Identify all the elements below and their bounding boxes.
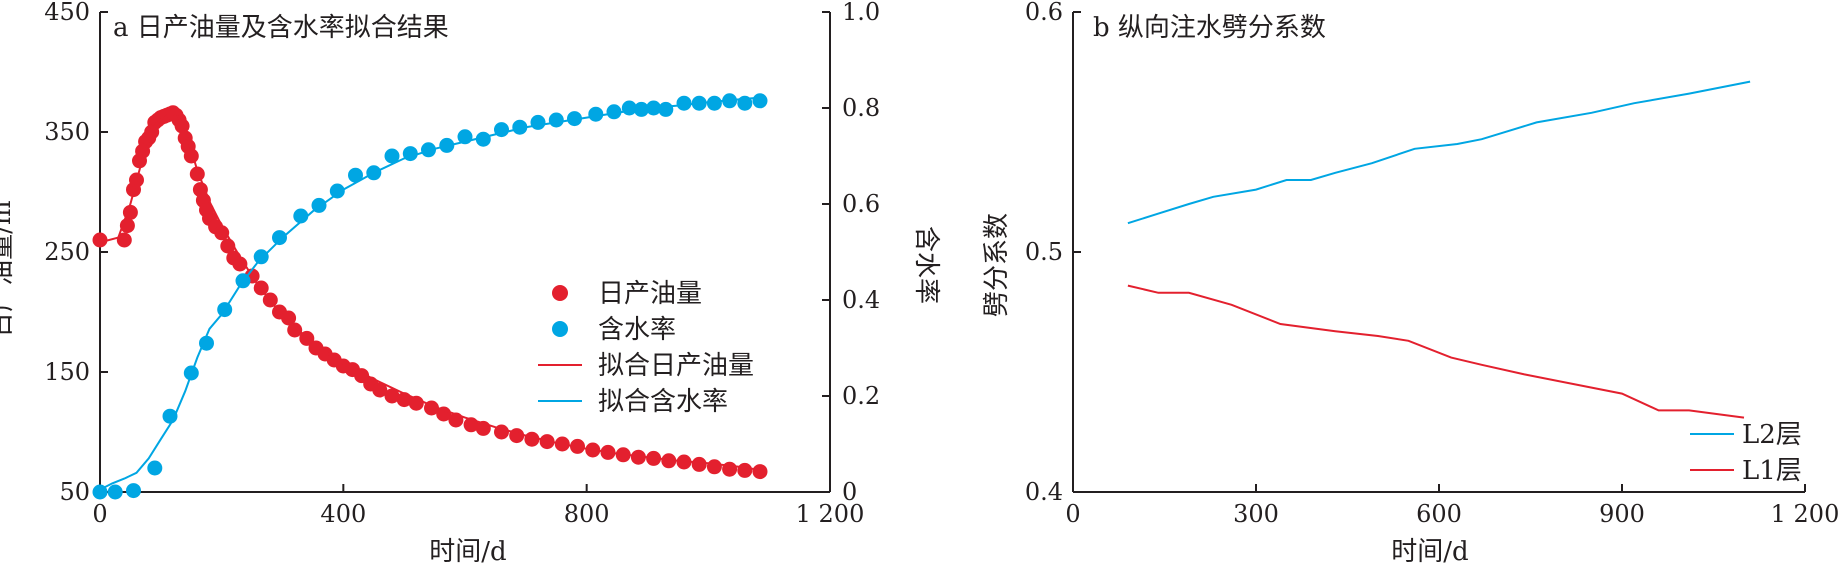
panel-a-water-cut-point: [512, 119, 528, 135]
legend-label: 拟合日产油量: [598, 351, 754, 381]
panel-a-water-cut-point: [658, 101, 674, 117]
panel-a-x-tick-label: 400: [320, 500, 366, 528]
panel-a-x-axis-label: 时间/d: [429, 537, 506, 567]
panel-a-x-tick-label: 800: [564, 500, 610, 528]
panel-b-x-tick-label: 900: [1599, 500, 1645, 528]
panel-a-oil-rate-point: [722, 461, 738, 477]
panel-a-fit-water-cut-line: [99, 96, 764, 491]
panel-b-x-tick-label: 1 200: [1771, 500, 1840, 528]
panel-a-oil-rate-point: [691, 456, 707, 472]
panel-a-y-tick-label: 450: [44, 0, 90, 26]
panel-a-water-cut-point: [126, 483, 141, 499]
panel-a-oil-rate-point: [372, 382, 388, 398]
panel-a-oil-rate-point: [214, 225, 230, 241]
panel-a-y2-tick-label: 1.0: [842, 0, 880, 26]
panel-a-water-cut-point: [530, 114, 546, 130]
panel-b-y-tick-label: 0.6: [1025, 0, 1063, 26]
panel-a-water-cut-point: [706, 95, 722, 111]
panel-b-title: b 纵向注水劈分系数: [1093, 13, 1326, 43]
panel-a-y-tick-label: 50: [59, 478, 90, 506]
panel-a-chart: a 日产油量及含水率拟合结果 日产油量/m3 含水率 时间/d 日产油量含水率拟…: [0, 0, 941, 567]
panel-a-oil-rate-point: [509, 428, 525, 444]
panel-a-water-cut-point: [752, 93, 768, 109]
panel-b-y-axis-label: 劈分系数: [982, 213, 1012, 317]
panel-a-water-cut-point: [348, 167, 363, 183]
legend-label: L1层: [1742, 456, 1802, 486]
panel-a-x-tick-label: 1 200: [796, 500, 865, 528]
panel-a-water-cut-point: [107, 484, 123, 500]
panel-a-water-cut-point: [548, 112, 564, 128]
panel-a-y-axis-label: 日产油量/m3: [0, 192, 17, 338]
panel-a-oil-rate-point: [737, 462, 753, 478]
panel-a-y-tick-label: 250: [44, 238, 90, 266]
panel-a-y2-tick-label: 0: [842, 478, 857, 506]
panel-a-water-cut-point: [329, 183, 345, 199]
legend-label: 日产油量: [598, 279, 702, 309]
panel-b-x-axis-label: 时间/d: [1391, 537, 1468, 567]
panel-a-oil-rate-point: [661, 453, 677, 469]
panel-a-oil-rate-point: [281, 310, 297, 326]
panel-a-y-tick-label: 350: [44, 118, 90, 146]
panel-a-y2-tick-label: 0.4: [842, 286, 880, 314]
legend-marker: [552, 321, 568, 337]
panel-a-oil-rate-point: [116, 232, 132, 248]
legend-label: 拟合含水率: [598, 387, 728, 417]
legend-label: 含水率: [598, 315, 676, 345]
panel-a-water-cut-point: [606, 104, 622, 120]
panel-a-oil-rate-point: [232, 256, 248, 272]
panel-b-y-tick-label: 0.5: [1025, 238, 1063, 266]
panel-a-oil-rate-point: [630, 449, 646, 465]
panel-a-water-cut-point: [676, 95, 692, 111]
panel-a-water-cut-point: [253, 249, 269, 265]
panel-a-oil-rate-point: [436, 406, 452, 422]
legend-marker: [552, 285, 568, 301]
panel-a-water-cut-point: [384, 148, 400, 164]
panel-a-oil-rate-point: [287, 322, 303, 338]
panel-a-y2-tick-label: 0.2: [842, 382, 880, 410]
panel-a-oil-rate-point: [706, 459, 722, 475]
panel-a-y2-axis-label: 含水率: [911, 226, 941, 304]
panel-a-water-cut-point: [147, 460, 163, 476]
panel-a-water-cut-point: [588, 106, 604, 122]
panel-a-oil-rate-point: [384, 388, 400, 404]
panel-a-x-tick-label: 0: [92, 500, 107, 528]
panel-b-x-tick-label: 300: [1233, 500, 1279, 528]
panel-a-y2-tick-label: 0.6: [842, 190, 880, 218]
panel-b-y-tick-label: 0.4: [1025, 478, 1063, 506]
panel-b-series-line-l1: [1127, 284, 1745, 419]
panel-b-x-tick-label: 600: [1416, 500, 1462, 528]
panel-a-y-tick-label: 150: [44, 358, 90, 386]
panel-b-x-tick-label: 0: [1065, 500, 1080, 528]
panel-a-oil-rate-point: [92, 232, 108, 248]
panel-a-y2-tick-label: 0.8: [842, 94, 880, 122]
panel-a-water-cut-point: [272, 230, 287, 246]
panel-b-series-line-l2: [1127, 80, 1751, 225]
legend-label: L2层: [1742, 420, 1802, 450]
panel-a-title: a 日产油量及含水率拟合结果: [113, 13, 449, 43]
panel-a-fit-oil-rate-line: [99, 111, 764, 472]
panel-a-oil-rate-point: [752, 464, 768, 480]
